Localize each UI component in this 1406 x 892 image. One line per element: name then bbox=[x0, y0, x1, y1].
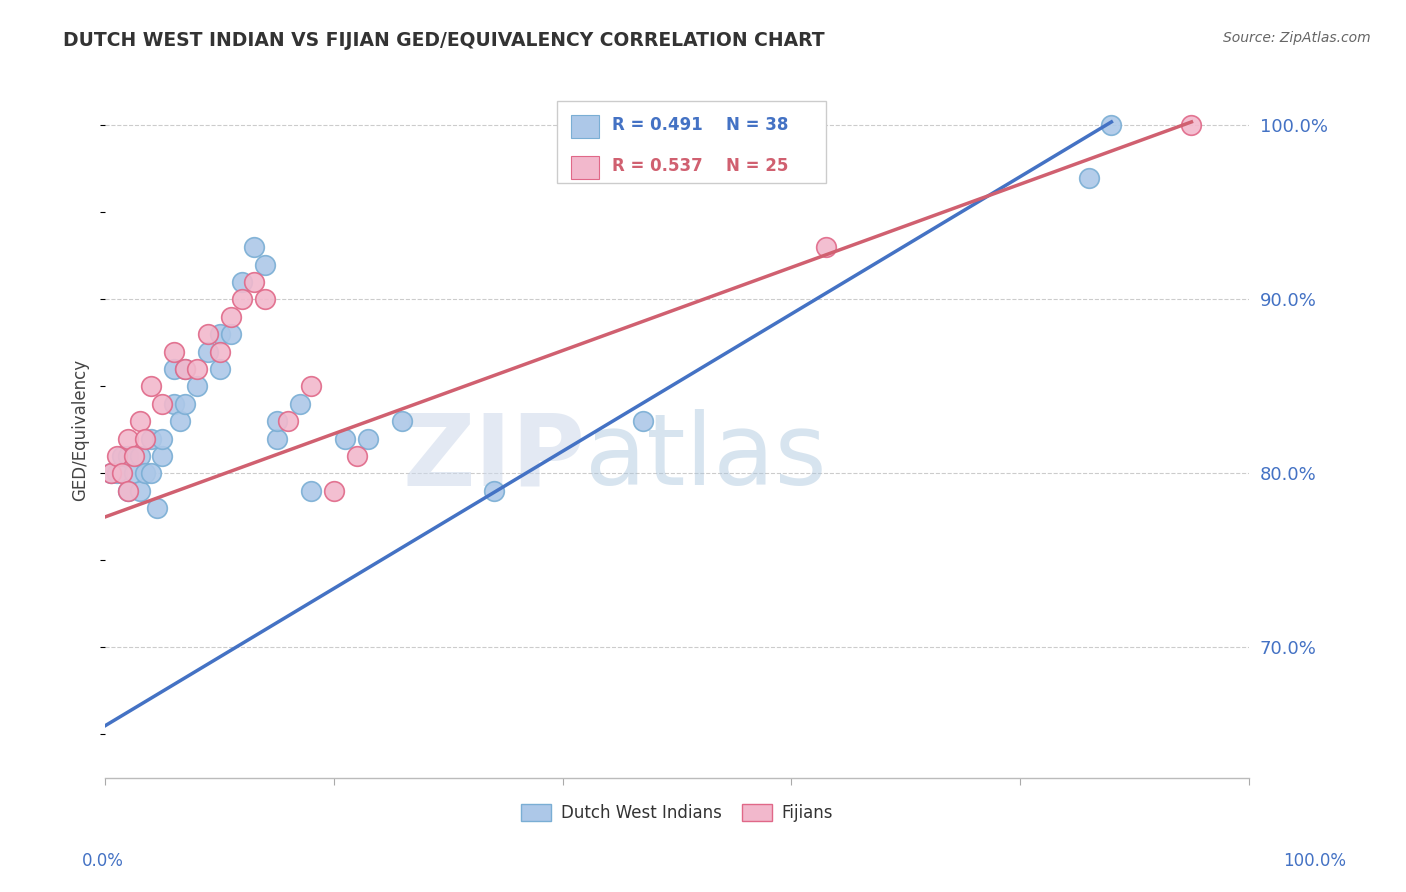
Point bbox=[139, 432, 162, 446]
Point bbox=[219, 310, 242, 324]
Point bbox=[1077, 170, 1099, 185]
Point bbox=[357, 432, 380, 446]
Point bbox=[231, 275, 253, 289]
Point bbox=[122, 449, 145, 463]
Point bbox=[208, 327, 231, 342]
Point bbox=[335, 432, 357, 446]
Point bbox=[150, 397, 173, 411]
Point bbox=[174, 397, 197, 411]
Point bbox=[482, 483, 505, 498]
Point bbox=[243, 240, 266, 254]
Point bbox=[231, 293, 253, 307]
Y-axis label: GED/Equivalency: GED/Equivalency bbox=[72, 359, 89, 501]
Text: R = 0.537: R = 0.537 bbox=[612, 157, 703, 176]
Point bbox=[100, 467, 122, 481]
Point bbox=[186, 362, 208, 376]
Point bbox=[134, 432, 156, 446]
Point bbox=[197, 327, 219, 342]
Text: N = 38: N = 38 bbox=[725, 116, 789, 135]
Point bbox=[174, 362, 197, 376]
FancyBboxPatch shape bbox=[571, 115, 599, 138]
FancyBboxPatch shape bbox=[571, 156, 599, 179]
Text: 0.0%: 0.0% bbox=[82, 852, 124, 870]
Text: R = 0.491: R = 0.491 bbox=[612, 116, 703, 135]
Point bbox=[186, 379, 208, 393]
Point bbox=[117, 449, 139, 463]
Text: DUTCH WEST INDIAN VS FIJIAN GED/EQUIVALENCY CORRELATION CHART: DUTCH WEST INDIAN VS FIJIAN GED/EQUIVALE… bbox=[63, 31, 825, 50]
Point bbox=[122, 467, 145, 481]
Point bbox=[111, 467, 134, 481]
Point bbox=[117, 432, 139, 446]
Point bbox=[219, 327, 242, 342]
Text: N = 25: N = 25 bbox=[725, 157, 789, 176]
Point bbox=[139, 379, 162, 393]
Point bbox=[134, 467, 156, 481]
Point bbox=[117, 483, 139, 498]
Point bbox=[208, 344, 231, 359]
Point bbox=[1099, 119, 1122, 133]
Point bbox=[145, 501, 167, 516]
Point bbox=[117, 483, 139, 498]
Point bbox=[197, 344, 219, 359]
Point bbox=[139, 467, 162, 481]
Point bbox=[128, 414, 150, 428]
Text: 100.0%: 100.0% bbox=[1284, 852, 1346, 870]
Point bbox=[163, 344, 186, 359]
Point bbox=[1180, 119, 1202, 133]
Point bbox=[208, 362, 231, 376]
Point bbox=[174, 362, 197, 376]
Point bbox=[163, 397, 186, 411]
Point bbox=[254, 258, 277, 272]
Point bbox=[243, 275, 266, 289]
Legend: Dutch West Indians, Fijians: Dutch West Indians, Fijians bbox=[515, 797, 839, 829]
Text: ZIP: ZIP bbox=[402, 409, 585, 507]
Point bbox=[150, 449, 173, 463]
Point bbox=[277, 414, 299, 428]
Point bbox=[111, 449, 134, 463]
Point bbox=[128, 483, 150, 498]
Text: atlas: atlas bbox=[585, 409, 827, 507]
Point bbox=[299, 483, 322, 498]
Point bbox=[631, 414, 654, 428]
Point bbox=[266, 432, 288, 446]
Point bbox=[105, 467, 128, 481]
Point bbox=[266, 414, 288, 428]
Point bbox=[814, 240, 837, 254]
Point bbox=[391, 414, 413, 428]
Point bbox=[346, 449, 368, 463]
Point bbox=[299, 379, 322, 393]
Text: Source: ZipAtlas.com: Source: ZipAtlas.com bbox=[1223, 31, 1371, 45]
Point bbox=[150, 432, 173, 446]
Point bbox=[254, 293, 277, 307]
Point bbox=[169, 414, 191, 428]
FancyBboxPatch shape bbox=[557, 101, 825, 183]
Point bbox=[163, 362, 186, 376]
Point bbox=[105, 449, 128, 463]
Point bbox=[128, 449, 150, 463]
Point bbox=[100, 467, 122, 481]
Point bbox=[288, 397, 311, 411]
Point bbox=[322, 483, 344, 498]
